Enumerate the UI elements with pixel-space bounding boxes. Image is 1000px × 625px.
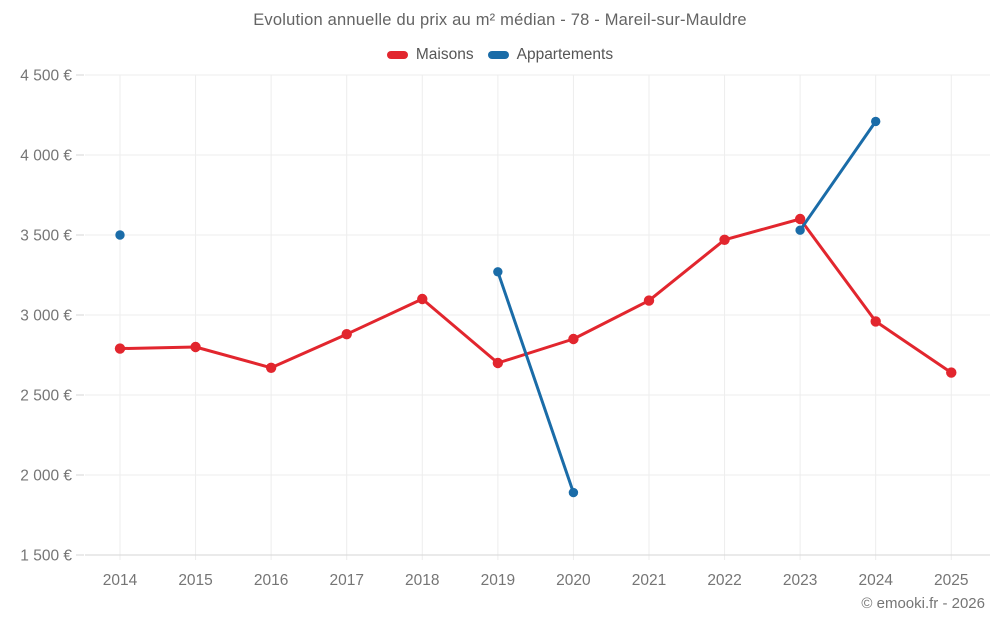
x-axis-label-2017: 2017: [329, 572, 363, 589]
maisons-swatch-icon: [386, 51, 408, 59]
x-axis-label-2024: 2024: [858, 572, 893, 589]
data-point-maisons-2018: [417, 293, 428, 305]
x-axis-label-2022: 2022: [707, 572, 741, 589]
line-segment-maisons-2022-2023: [723, 217, 802, 242]
line-segment-maisons-2016-2017: [269, 332, 349, 370]
y-axis-label-3500: 3 500 €: [20, 228, 72, 245]
line-segment-maisons-2015-2016: [194, 345, 273, 370]
vertical-gridlines: [119, 75, 952, 560]
copyright-watermark: © emooki.fr - 2026: [861, 595, 985, 612]
line-segment-appartements-2019-2020: [496, 270, 575, 495]
data-point-maisons-2024: [870, 316, 881, 327]
y-axis-tick-marks: [76, 74, 84, 556]
y-axis-label-4500: 4 500 €: [20, 68, 72, 85]
data-point-maisons-2016: [265, 362, 277, 373]
data-point-maisons-2021: [643, 295, 655, 306]
data-point-maisons-2023: [794, 213, 806, 225]
data-point-appartements-2023: [795, 225, 805, 235]
x-axis-label-2014: 2014: [103, 572, 138, 589]
line-segment-maisons-2019-2020: [496, 337, 575, 365]
data-point-maisons-2022: [719, 234, 730, 245]
legend: Maisons Appartements: [0, 46, 1000, 64]
x-axis-label-2015: 2015: [178, 572, 212, 589]
data-point-maisons-2014: [114, 343, 126, 354]
x-axis-label-2019: 2019: [481, 572, 515, 589]
legend-label-maisons: Maisons: [415, 46, 474, 63]
data-point-appartements-2020: [568, 487, 579, 498]
line-segment-maisons-2021-2022: [647, 238, 727, 303]
data-point-maisons-2017: [341, 329, 352, 340]
data-point-maisons-2025: [946, 367, 957, 378]
x-axis-label-2025: 2025: [934, 572, 968, 589]
y-axis-label-3000: 3 000 €: [20, 308, 72, 325]
line-segment-maisons-2017-2018: [345, 297, 424, 336]
data-point-appartements-2014: [115, 230, 125, 240]
legend-item-maisons[interactable]: Maisons: [386, 46, 474, 64]
y-axis-label-4000: 4 000 €: [20, 148, 72, 165]
x-axis-labels: 2014 2015 2016 2017 2018 2019 2020 2021 2022 2023…: [103, 572, 969, 589]
data-point-appartements-2019: [493, 267, 503, 277]
chart-title: Evolution annuelle du prix au m² médian …: [253, 11, 747, 29]
y-axis-label-2000: 2 000 €: [20, 468, 72, 485]
data-point-appartements-2024: [871, 116, 881, 127]
data-point-maisons-2020: [568, 333, 579, 345]
line-segment-maisons-2023-2024: [798, 217, 878, 323]
y-axis-labels: 4 500 € 4 000 € 3 500 € 3 000 € 2 500 € 2 000…: [20, 68, 72, 565]
line-segment-maisons-2024-2025: [874, 319, 953, 375]
line-segment-maisons-2018-2019: [420, 297, 500, 365]
x-axis-label-2023: 2023: [783, 572, 817, 589]
data-point-maisons-2019: [492, 357, 504, 369]
line-segment-appartements-2023-2024: [798, 119, 878, 232]
y-axis-label-1500: 1 500 €: [20, 548, 72, 565]
line-segment-maisons-2014-2015: [118, 345, 198, 351]
x-axis-label-2020: 2020: [556, 572, 591, 589]
line-segment-maisons-2020-2021: [571, 299, 651, 341]
y-axis-label-2500: 2 500 €: [20, 388, 72, 405]
legend-item-appartements[interactable]: Appartements: [487, 46, 614, 64]
data-point-maisons-2015: [190, 341, 201, 353]
x-axis-label-2018: 2018: [405, 572, 439, 589]
series-points: [114, 116, 957, 498]
horizontal-gridlines: [85, 74, 990, 556]
legend-label-appartements: Appartements: [516, 46, 614, 63]
appartements-swatch-icon: [487, 51, 509, 59]
x-axis-label-2021: 2021: [632, 572, 666, 589]
series-lines: [118, 119, 953, 495]
x-axis-label-2016: 2016: [254, 572, 288, 589]
